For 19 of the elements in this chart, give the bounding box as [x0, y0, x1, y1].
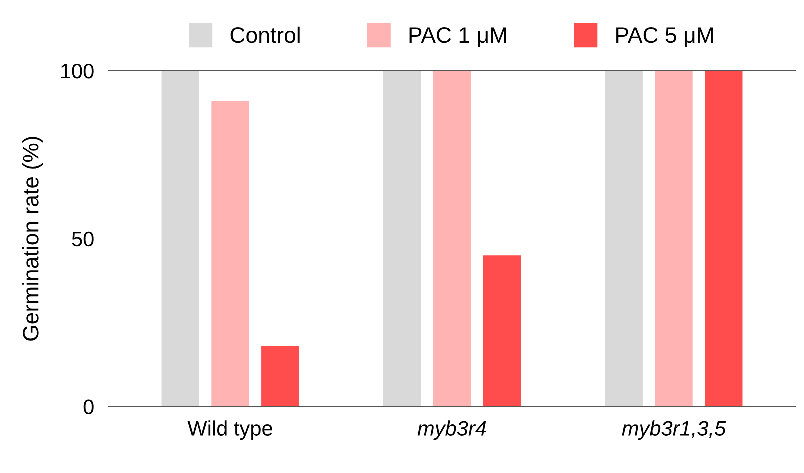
x-tick-label: myb3r1,3,5 — [622, 420, 726, 440]
bar — [705, 70, 743, 407]
y-tick-label: 100 — [61, 64, 94, 79]
bar — [212, 101, 250, 407]
y-tick-label: 0 — [84, 400, 94, 415]
x-tick-label: Wild type — [188, 420, 272, 440]
bar — [162, 70, 200, 407]
bar — [384, 70, 422, 407]
legend-label: Control — [230, 26, 300, 44]
bar — [433, 70, 472, 407]
legend-label: PAC 1 μM — [410, 27, 506, 48]
y-tick-label: 50 — [72, 232, 94, 247]
bar — [605, 70, 643, 407]
bar — [262, 346, 300, 407]
x-tick-label: myb3r4 — [418, 420, 486, 440]
bar — [483, 256, 521, 407]
bar — [655, 70, 693, 407]
y-axis-title: Germination rate (%) — [22, 137, 44, 341]
legend-label: PAC 5 μM — [616, 27, 713, 48]
